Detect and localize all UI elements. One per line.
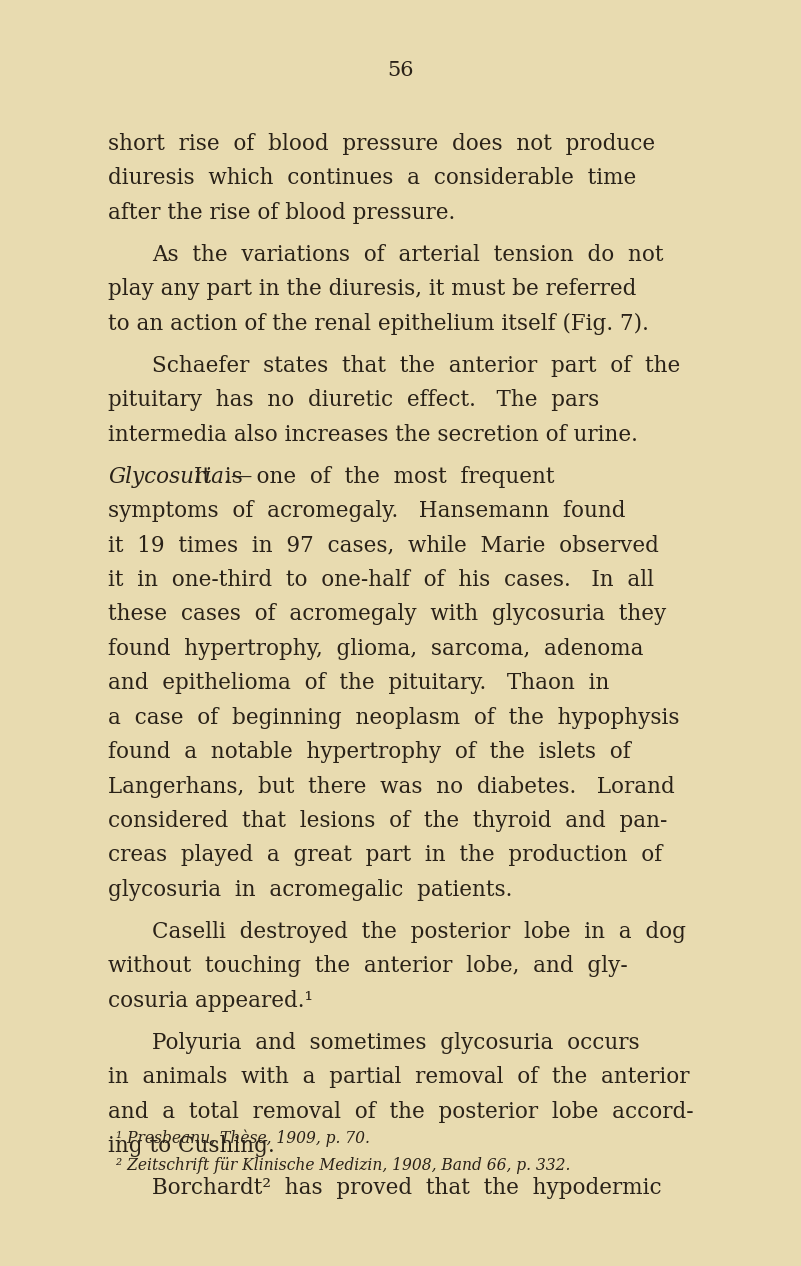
Text: these  cases  of  acromegaly  with  glycosuria  they: these cases of acromegaly with glycosuri… xyxy=(108,604,666,625)
Text: a  case  of  beginning  neoplasm  of  the  hypophysis: a case of beginning neoplasm of the hypo… xyxy=(108,706,679,729)
Text: pituitary  has  no  diuretic  effect.   The  pars: pituitary has no diuretic effect. The pa… xyxy=(108,389,599,411)
Text: It  is  one  of  the  most  frequent: It is one of the most frequent xyxy=(194,466,554,487)
Text: ¹ Presbeanu, Thèse, 1909, p. 70.: ¹ Presbeanu, Thèse, 1909, p. 70. xyxy=(116,1129,370,1147)
Text: 56: 56 xyxy=(387,61,414,80)
Text: considered  that  lesions  of  the  thyroid  and  pan-: considered that lesions of the thyroid a… xyxy=(108,810,667,832)
Text: and  epithelioma  of  the  pituitary.   Thaon  in: and epithelioma of the pituitary. Thaon … xyxy=(108,672,610,694)
Text: ing to Cushing.: ing to Cushing. xyxy=(108,1136,275,1157)
Text: diuresis  which  continues  a  considerable  time: diuresis which continues a considerable … xyxy=(108,167,636,190)
Text: creas  played  a  great  part  in  the  production  of: creas played a great part in the product… xyxy=(108,844,662,866)
Text: As  the  variations  of  arterial  tension  do  not: As the variations of arterial tension do… xyxy=(152,244,664,266)
Text: Borchardt²  has  proved  that  the  hypodermic: Borchardt² has proved that the hypodermi… xyxy=(152,1177,662,1199)
Text: play any part in the diuresis, it must be referred: play any part in the diuresis, it must b… xyxy=(108,279,637,300)
Text: it  19  times  in  97  cases,  while  Marie  observed: it 19 times in 97 cases, while Marie obs… xyxy=(108,534,659,557)
Text: intermedia also increases the secretion of urine.: intermedia also increases the secretion … xyxy=(108,424,638,446)
Text: it  in  one-third  to  one-half  of  his  cases.   In  all: it in one-third to one-half of his cases… xyxy=(108,568,654,591)
Text: found  hypertrophy,  glioma,  sarcoma,  adenoma: found hypertrophy, glioma, sarcoma, aden… xyxy=(108,638,644,660)
Text: short  rise  of  blood  pressure  does  not  produce: short rise of blood pressure does not pr… xyxy=(108,133,655,154)
Text: in  animals  with  a  partial  removal  of  the  anterior: in animals with a partial removal of the… xyxy=(108,1066,690,1089)
Text: Polyuria  and  sometimes  glycosuria  occurs: Polyuria and sometimes glycosuria occurs xyxy=(152,1032,640,1053)
Text: Schaefer  states  that  the  anterior  part  of  the: Schaefer states that the anterior part o… xyxy=(152,354,680,377)
Text: to an action of the renal epithelium itself (Fig. 7).: to an action of the renal epithelium its… xyxy=(108,313,649,334)
Text: and  a  total  removal  of  the  posterior  lobe  accord-: and a total removal of the posterior lob… xyxy=(108,1100,694,1123)
Text: cosuria appeared.¹: cosuria appeared.¹ xyxy=(108,990,313,1012)
Text: without  touching  the  anterior  lobe,  and  gly-: without touching the anterior lobe, and … xyxy=(108,956,628,977)
Text: Caselli  destroyed  the  posterior  lobe  in  a  dog: Caselli destroyed the posterior lobe in … xyxy=(152,920,686,943)
Text: symptoms  of  acromegaly.   Hansemann  found: symptoms of acromegaly. Hansemann found xyxy=(108,500,626,522)
Text: glycosuria  in  acromegalic  patients.: glycosuria in acromegalic patients. xyxy=(108,879,513,901)
Text: Glycosuria.—: Glycosuria.— xyxy=(108,466,252,487)
Text: found  a  notable  hypertrophy  of  the  islets  of: found a notable hypertrophy of the islet… xyxy=(108,741,631,763)
Text: after the rise of blood pressure.: after the rise of blood pressure. xyxy=(108,201,456,224)
Text: ² Zeitschrift für Klinische Medizin, 1908, Band 66, p. 332.: ² Zeitschrift für Klinische Medizin, 190… xyxy=(116,1157,570,1174)
Text: Langerhans,  but  there  was  no  diabetes.   Lorand: Langerhans, but there was no diabetes. L… xyxy=(108,776,675,798)
